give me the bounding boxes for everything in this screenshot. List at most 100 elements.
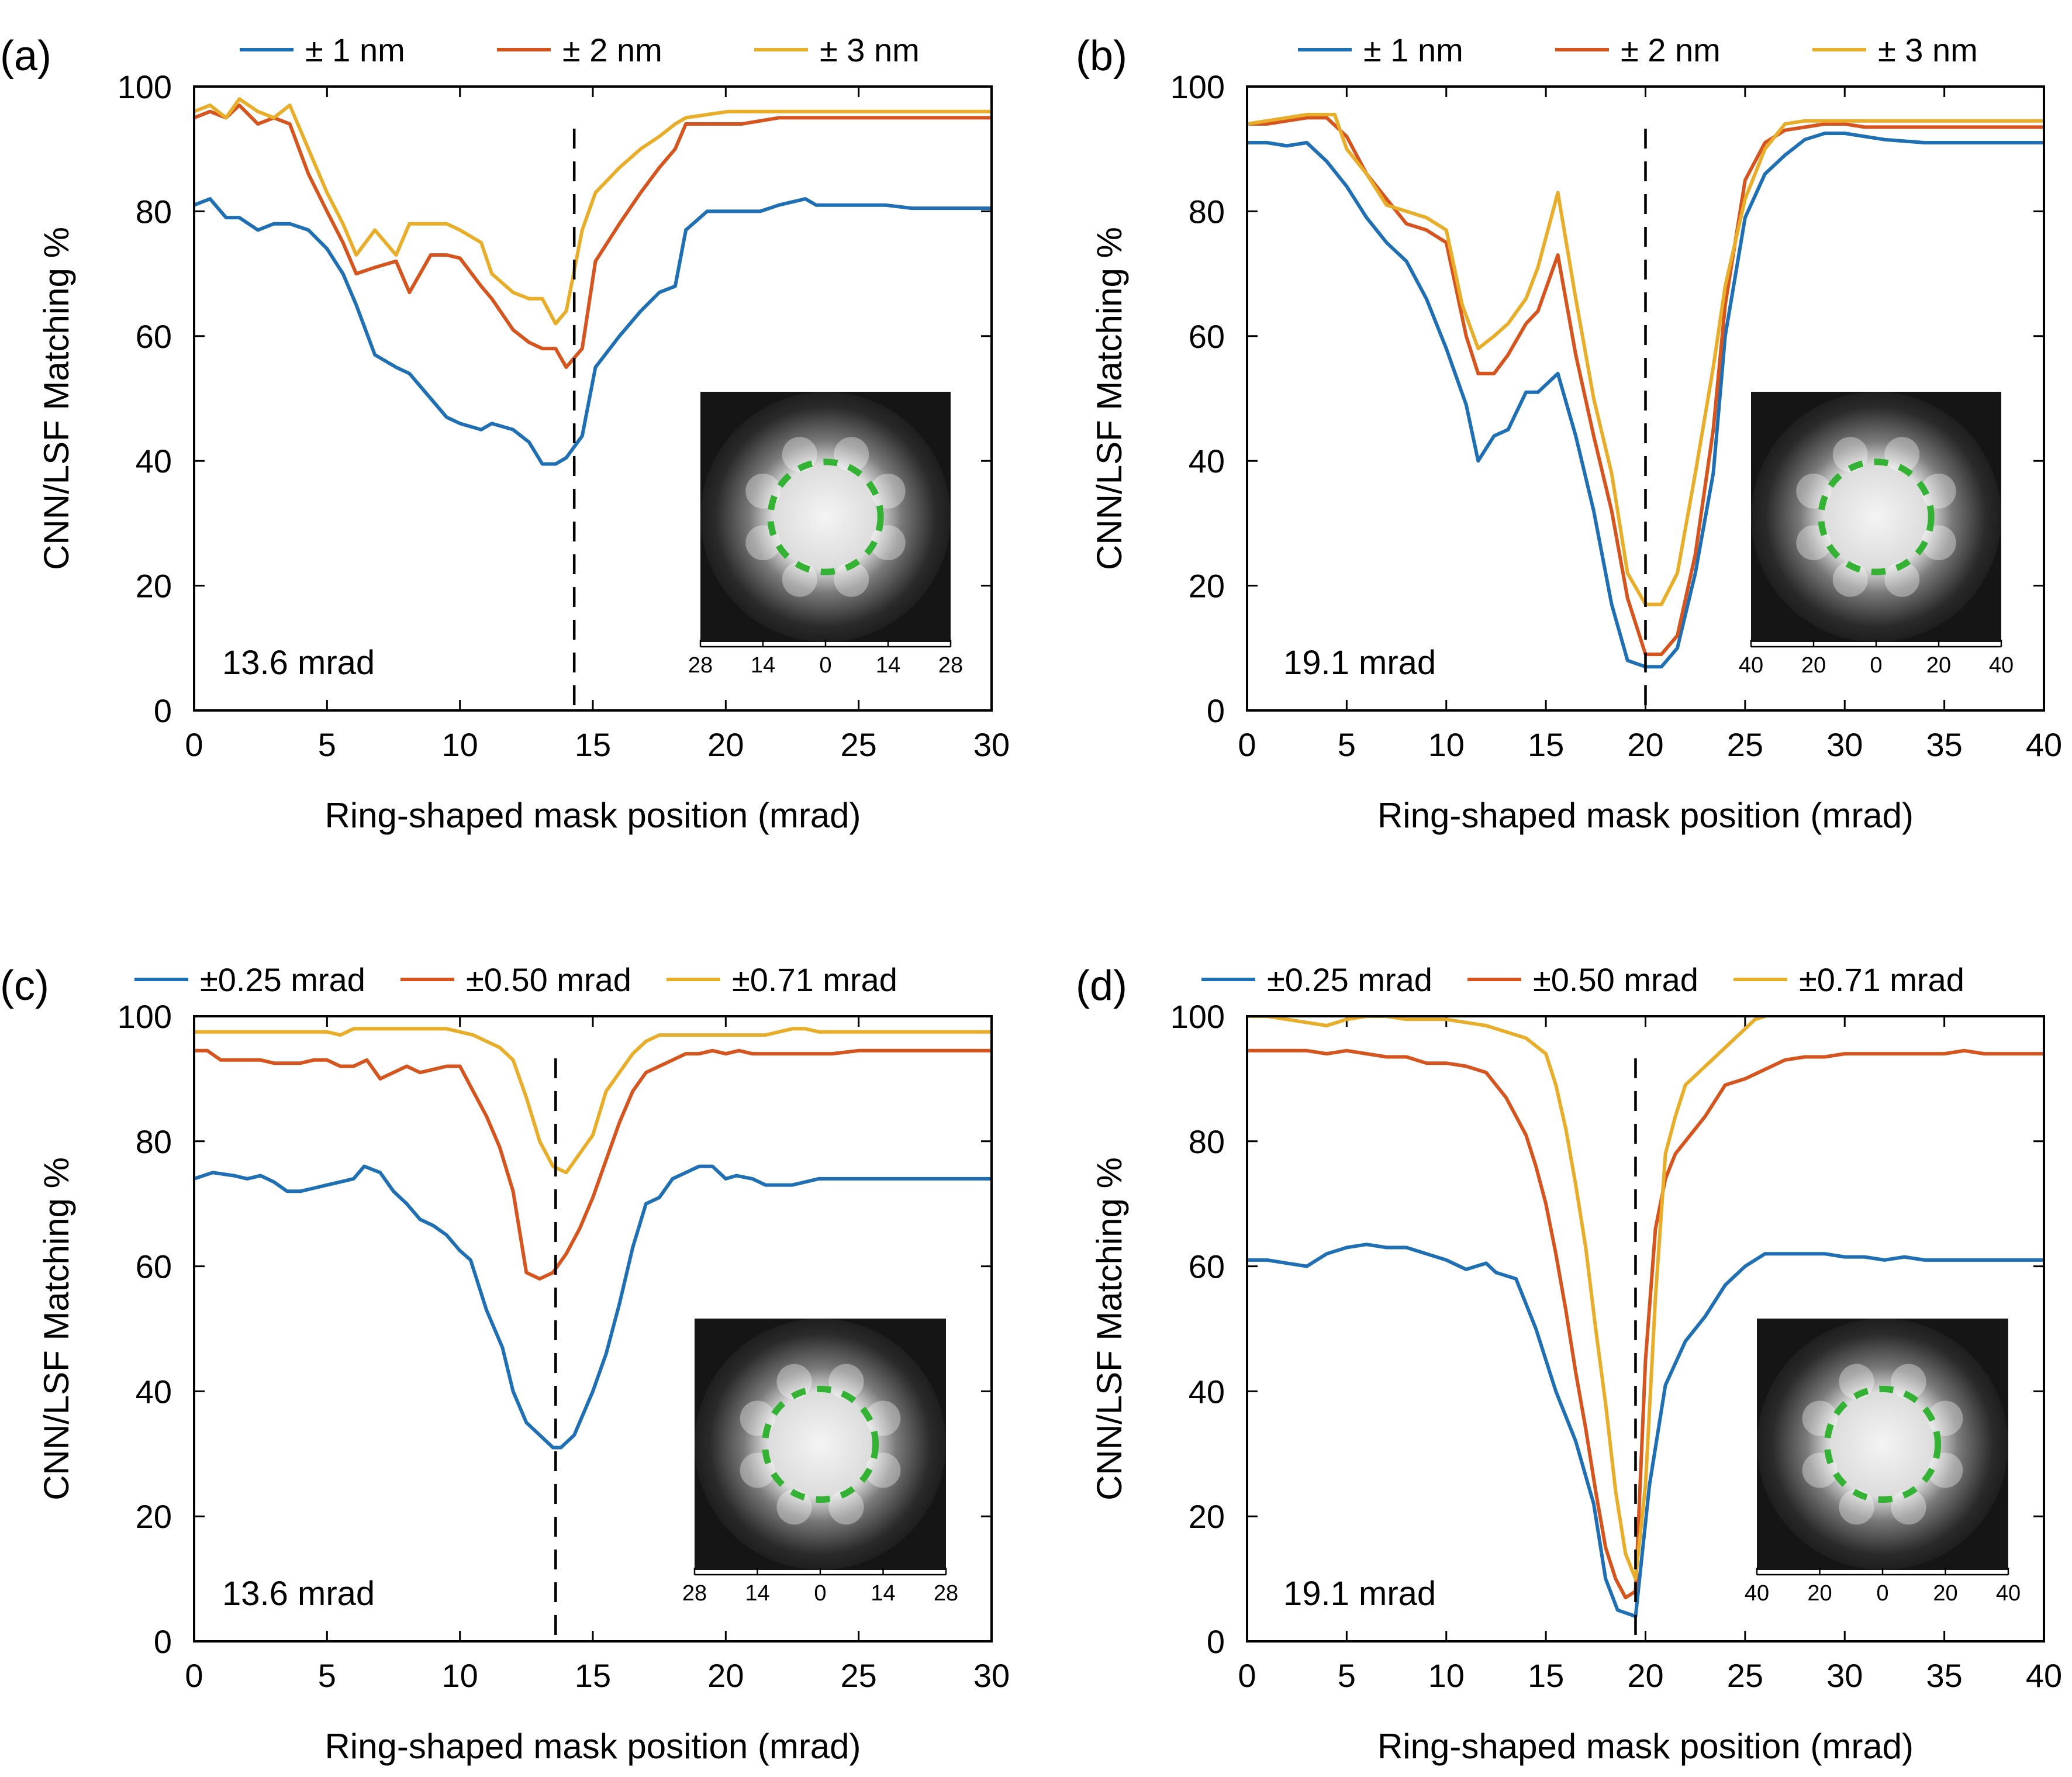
inset-glow [1751, 392, 2001, 642]
cbed-pattern-image: 28 14 0 14 28 [688, 392, 963, 678]
inset-glow [1757, 1319, 2008, 1570]
inset-glow [695, 1319, 946, 1570]
x-tick-label: 20 [707, 1657, 744, 1694]
inset-tick-label: 20 [1926, 653, 1951, 678]
cbed-pattern-image: 28 14 0 14 28 [682, 1319, 958, 1606]
legend-label: ±0.50 mrad [1533, 961, 1698, 998]
inset-tick-label: 0 [814, 1581, 826, 1606]
inset-glow [700, 392, 951, 642]
inset-tick-label: 14 [876, 653, 900, 678]
x-tick-label: 20 [1627, 726, 1663, 763]
inset-tick-label: 40 [1996, 1581, 2021, 1606]
inset-dashed-ring [1818, 458, 1935, 575]
cbed-pattern-image: 40 20 0 20 40 [1739, 392, 2014, 678]
inset-lobe [1921, 525, 1956, 561]
inset-tick-label: 20 [1801, 653, 1826, 678]
series-line-0 [1247, 132, 2044, 669]
inset-lobe [1891, 1364, 1926, 1399]
inset-lobe [1928, 1400, 1963, 1436]
y-tick-label: 20 [1189, 1498, 1225, 1535]
chart-panel-c: (c) 0 5 10 15 20 25 30 0 20 40 60 80 100 Ring-shaped m… [0, 961, 1010, 1766]
x-tick-label: 40 [2026, 1657, 2062, 1694]
y-tick-label: 60 [136, 318, 172, 355]
inset-dashed-ring [761, 1385, 879, 1503]
inset-tick-label: 0 [1870, 653, 1882, 678]
x-tick-label: 25 [841, 726, 877, 763]
y-tick-label: 20 [1189, 568, 1225, 605]
y-tick-label: 0 [154, 692, 172, 729]
legend: ±0.25 mrad ±0.50 mrad ±0.71 mrad [1201, 961, 1964, 998]
y-tick-label: 20 [136, 568, 172, 605]
x-tick-label: 0 [1238, 726, 1256, 763]
y-tick-label: 0 [154, 1623, 172, 1660]
x-tick-label: 25 [1727, 1657, 1763, 1694]
inset-dashed-ring [1824, 1385, 1942, 1503]
plot-frame [1246, 1015, 2045, 1643]
y-tick-label: 80 [1189, 1123, 1225, 1160]
legend-label: ±0.25 mrad [200, 961, 365, 998]
plot-frame [193, 1015, 993, 1643]
y-tick-label: 40 [1189, 443, 1225, 479]
series-line-0 [194, 1164, 992, 1450]
x-tick-label: 25 [841, 1657, 877, 1694]
panel-label: (a) [0, 33, 51, 80]
inset-dashed-ring [767, 458, 884, 575]
inset-tick-label: 40 [1745, 1581, 1769, 1606]
y-tick-label: 100 [118, 68, 172, 105]
chart-panel-a: (a) 0 5 10 15 20 25 30 0 20 40 60 80 100 Ring-shaped m… [0, 32, 1010, 835]
y-axis-label: CNN/LSF Matching % [37, 1157, 76, 1500]
series-line-2 [194, 97, 992, 326]
legend: ± 1 nm ± 2 nm ± 3 nm [1298, 32, 1978, 68]
y-tick-label: 80 [136, 1123, 172, 1160]
y-axis-label: CNN/LSF Matching % [1090, 227, 1129, 570]
inset-tick-label: 20 [1807, 1581, 1832, 1606]
x-tick-label: 30 [973, 726, 1010, 763]
series-line-2 [1247, 113, 2044, 606]
legend: ± 1 nm ± 2 nm ± 3 nm [240, 32, 920, 68]
chart-panel-b: (b) 0 5 10 15 20 25 30 35 40 0 20 40 60 80 100 Ring-shap… [1076, 32, 2062, 835]
inset-lobe [1921, 473, 1956, 509]
plot-frame [193, 85, 993, 712]
inset-lobe [828, 1364, 864, 1399]
series-group [194, 1027, 992, 1450]
x-tick-label: 0 [1238, 1657, 1256, 1694]
inset-lobe [828, 1489, 864, 1525]
inset-tick-label: 28 [682, 1581, 707, 1606]
inset-tick-label: 14 [871, 1581, 895, 1606]
x-tick-label: 5 [1338, 726, 1356, 763]
inset-tick-label: 0 [1876, 1581, 1888, 1606]
y-tick-label: 100 [1170, 68, 1225, 105]
legend-label: ± 2 nm [562, 32, 662, 68]
inset-lobe [834, 437, 869, 472]
x-tick-label: 30 [1826, 1657, 1863, 1694]
legend: ±0.25 mrad ±0.50 mrad ±0.71 mrad [134, 961, 897, 998]
angle-annotation: 13.6 mrad [222, 1575, 375, 1613]
chart-panel-d: (d) 0 5 10 15 20 25 30 35 40 0 20 40 60 80 100 Ring-shap… [1076, 961, 2062, 1766]
y-tick-label: 0 [1207, 692, 1225, 729]
legend-label: ± 3 nm [1878, 32, 1978, 68]
panel-label: (d) [1076, 962, 1127, 1009]
inset-tick-label: 28 [938, 653, 963, 678]
x-tick-label: 10 [1428, 1657, 1465, 1694]
x-axis-label: Ring-shaped mask position (mrad) [324, 796, 861, 835]
x-tick-label: 5 [1338, 1657, 1356, 1694]
inset-lobe [865, 1452, 901, 1488]
y-tick-label: 60 [1189, 1248, 1225, 1285]
x-axis-label: Ring-shaped mask position (mrad) [1377, 1727, 1914, 1766]
x-tick-label: 10 [442, 1657, 478, 1694]
series-group [194, 97, 992, 466]
x-tick-label: 20 [1627, 1657, 1663, 1694]
legend-label: ±0.50 mrad [466, 961, 631, 998]
x-tick-label: 5 [318, 726, 336, 763]
y-tick-label: 20 [136, 1498, 172, 1535]
x-tick-label: 20 [707, 726, 744, 763]
legend-label: ± 1 nm [305, 32, 405, 68]
legend-label: ±0.71 mrad [732, 961, 897, 998]
y-axis-label: CNN/LSF Matching % [37, 227, 76, 570]
x-tick-label: 30 [973, 1657, 1010, 1694]
x-tick-label: 25 [1727, 726, 1763, 763]
x-axis-label: Ring-shaped mask position (mrad) [1377, 796, 1914, 835]
inset-tick-label: 14 [751, 653, 775, 678]
inset-lobe [1891, 1489, 1926, 1525]
x-tick-label: 10 [442, 726, 478, 763]
